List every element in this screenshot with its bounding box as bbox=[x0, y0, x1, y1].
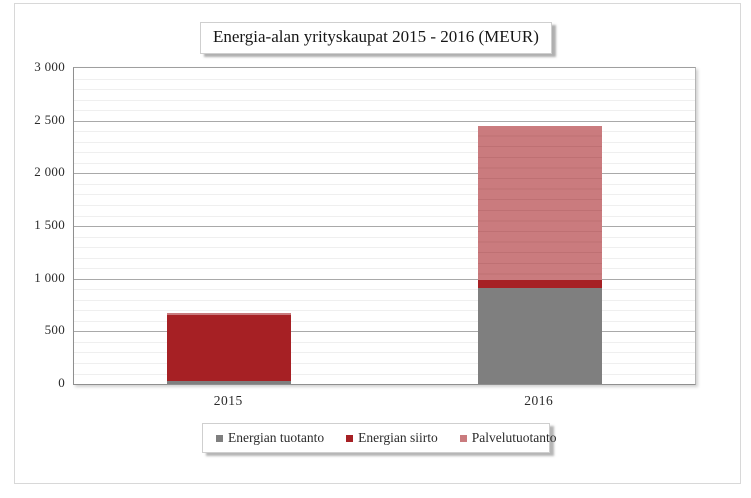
minor-gridline bbox=[74, 99, 695, 101]
x-tick-label-2016: 2016 bbox=[524, 393, 554, 408]
legend-swatch-icon bbox=[346, 434, 354, 442]
bar-segment-2015-energian-siirto bbox=[167, 314, 292, 381]
major-gridline bbox=[74, 120, 695, 122]
minor-gridline bbox=[74, 131, 695, 133]
minor-gridline bbox=[74, 183, 695, 185]
y-tick-label: 3 000 bbox=[34, 59, 65, 74]
bar-segment-2015-energian-tuotanto bbox=[167, 380, 292, 384]
minor-gridline bbox=[74, 373, 695, 375]
x-tick-label-2015: 2015 bbox=[213, 393, 243, 408]
minor-gridline bbox=[74, 320, 695, 322]
bar-segment-2016-palvelutuotanto bbox=[477, 125, 602, 281]
minor-gridline bbox=[74, 215, 695, 217]
legend-swatch-icon bbox=[216, 434, 223, 442]
minor-gridline bbox=[74, 110, 695, 112]
chart-figure: Energia-alan yrityskaupat 2015 - 2016 (M… bbox=[14, 3, 741, 484]
y-tick-label: 0 bbox=[58, 375, 65, 390]
bar-segment-2015-palvelutuotanto bbox=[167, 312, 292, 315]
legend-item-energian-siirto: Energian siirto bbox=[346, 430, 438, 446]
minor-gridline bbox=[74, 299, 695, 301]
y-tick-label: 2 000 bbox=[34, 164, 65, 180]
legend: Energian tuotanto Energian siirto Palvel… bbox=[202, 423, 556, 453]
y-tick-label: 500 bbox=[44, 322, 65, 338]
minor-gridline bbox=[74, 362, 695, 364]
minor-gridline bbox=[74, 352, 695, 354]
bar-segment-2016-energian-siirto bbox=[477, 280, 602, 289]
minor-gridline bbox=[74, 247, 695, 249]
legend-label: Energian tuotanto bbox=[228, 430, 325, 445]
chart-title: Energia-alan yrityskaupat 2015 - 2016 (M… bbox=[200, 22, 552, 54]
major-gridline bbox=[74, 278, 695, 280]
legend-item-palvelutuotanto: Palvelutuotanto bbox=[459, 430, 557, 446]
minor-gridline bbox=[74, 78, 695, 80]
minor-gridline bbox=[74, 289, 695, 291]
minor-gridline bbox=[74, 89, 695, 91]
legend-swatch-icon bbox=[459, 434, 467, 442]
minor-gridline bbox=[74, 257, 695, 259]
minor-gridline bbox=[74, 236, 695, 238]
legend-item-energian-tuotanto: Energian tuotanto bbox=[216, 430, 324, 446]
bar-segment-2016-energian-tuotanto bbox=[477, 288, 602, 384]
minor-gridline bbox=[74, 341, 695, 343]
major-gridline bbox=[74, 173, 695, 175]
y-tick-label: 2 500 bbox=[34, 111, 65, 127]
minor-gridline bbox=[74, 194, 695, 196]
minor-gridline bbox=[74, 268, 695, 270]
major-gridline bbox=[74, 226, 695, 227]
major-gridline bbox=[74, 331, 695, 333]
minor-gridline bbox=[74, 162, 695, 164]
minor-gridline bbox=[74, 310, 695, 312]
plot-area bbox=[73, 67, 696, 385]
minor-gridline bbox=[74, 152, 695, 154]
legend-label: Energian siirto bbox=[358, 430, 438, 445]
y-tick-label: 1 500 bbox=[34, 217, 65, 232]
y-tick-label: 1 000 bbox=[34, 269, 65, 285]
minor-gridline bbox=[74, 141, 695, 143]
minor-gridline bbox=[74, 204, 695, 206]
legend-label: Palvelutuotanto bbox=[471, 430, 557, 445]
